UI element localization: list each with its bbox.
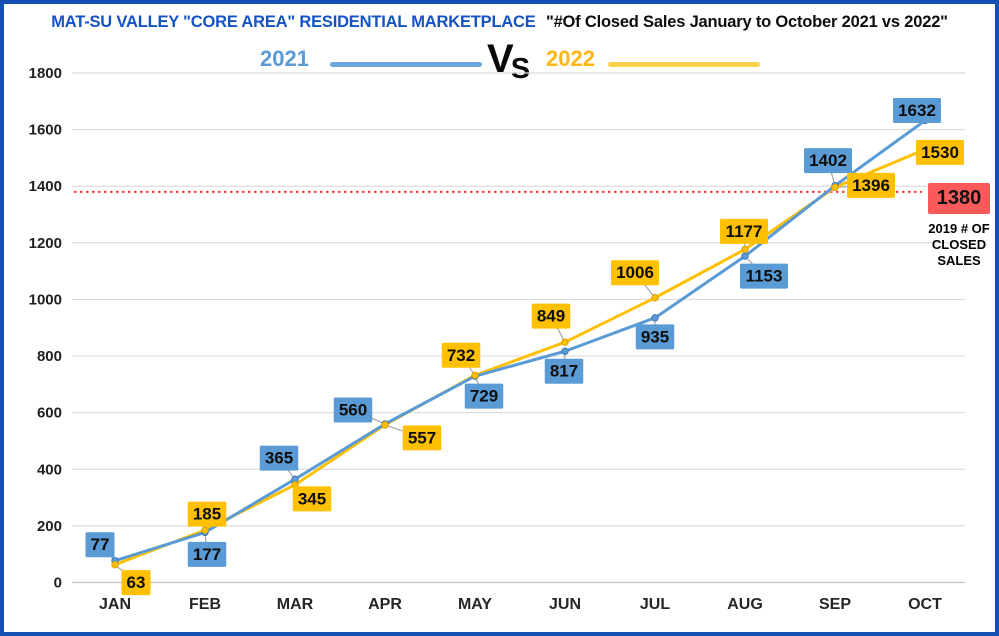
data-label-box-2022	[720, 218, 768, 244]
data-label-value: 1396	[852, 176, 890, 195]
x-tick-label: JUL	[640, 596, 670, 613]
data-label-value: 1530	[921, 143, 959, 162]
title-subtitle: "#Of Closed Sales January to October 202…	[545, 13, 948, 31]
title-marketplace: MAT-SU VALLEY "CORE AREA" RESIDENTIAL MA…	[51, 13, 536, 31]
data-label-box-2021	[804, 148, 852, 174]
data-label-value: 1006	[616, 263, 654, 282]
y-tick-label: 1600	[29, 122, 62, 139]
y-tick-label: 1000	[29, 291, 62, 308]
data-label-box-2021	[259, 445, 299, 471]
data-label-box-2022	[187, 501, 227, 527]
x-tick-label: FEB	[189, 596, 221, 613]
data-point-marker	[651, 294, 659, 302]
data-label-value: 729	[470, 387, 498, 406]
series-line-2021	[113, 119, 927, 563]
data-label-value: 560	[339, 400, 367, 419]
data-label-value: 557	[408, 428, 436, 447]
data-label-value: 63	[127, 573, 146, 592]
data-label-value: 1153	[746, 267, 783, 286]
data-label-box-2022	[292, 486, 332, 512]
data-point-marker	[561, 338, 569, 346]
data-label-box-2021	[635, 324, 675, 350]
data-label-value: 365	[265, 449, 293, 468]
data-point-marker	[741, 252, 749, 260]
reference-value-badge: 1380	[928, 183, 990, 214]
x-tick-label: JUN	[549, 596, 581, 613]
legend-label-2021: 2021	[260, 46, 309, 71]
x-tick-label: SEP	[819, 596, 851, 613]
data-label-box-2021	[544, 358, 584, 384]
x-tick-label: MAR	[277, 596, 314, 613]
legend-vs-label: VS	[487, 37, 531, 85]
data-label-box-2022	[611, 260, 659, 286]
data-label-box-2022	[121, 570, 151, 596]
data-label-value: 77	[91, 535, 110, 554]
data-label-value: 1402	[809, 151, 847, 170]
vs-letter-s: S	[510, 53, 531, 85]
reference-caption-line2: CLOSED	[931, 237, 987, 252]
y-tick-label: 1400	[29, 178, 62, 195]
data-label-value: 817	[550, 362, 578, 381]
y-tick-label: 400	[37, 461, 62, 478]
data-label-box-2021	[85, 532, 115, 558]
data-label-value: 1632	[898, 101, 936, 120]
data-point-marker	[831, 183, 839, 192]
data-label-box-2022	[916, 139, 964, 165]
data-label-value: 185	[193, 505, 221, 524]
data-label-box-2022	[402, 425, 442, 451]
x-tick-label: JAN	[99, 596, 131, 613]
reference-caption: 2019 # OF CLOSED SALES	[919, 221, 995, 269]
data-label-value: 1177	[726, 222, 763, 241]
x-tick-label: MAY	[458, 596, 492, 613]
data-point-marker	[561, 347, 569, 355]
data-label-box-2022	[847, 172, 895, 198]
data-label-box-2022	[441, 342, 481, 368]
data-point-marker	[381, 421, 389, 429]
reference-caption-line1: 2019 # OF	[928, 221, 990, 236]
y-tick-label: 1200	[29, 235, 62, 252]
data-label-box-2021	[333, 397, 373, 423]
data-label-value: 849	[537, 307, 565, 326]
y-tick-label: 1800	[29, 65, 62, 82]
x-tick-label: AUG	[727, 596, 763, 613]
legend-label-2022: 2022	[546, 46, 595, 71]
data-point-marker	[651, 314, 659, 322]
data-point-marker	[111, 560, 119, 569]
data-label-box-2022	[531, 303, 571, 329]
data-point-marker	[201, 526, 209, 534]
y-tick-label: 200	[37, 518, 62, 535]
reference-caption-line3: SALES	[937, 253, 981, 268]
data-label-box-2021	[464, 383, 504, 409]
data-label-value: 345	[298, 489, 326, 508]
data-label-box-2021	[893, 98, 941, 124]
y-tick-label: 600	[37, 405, 62, 422]
x-tick-label: APR	[368, 596, 402, 613]
x-tick-label: OCT	[908, 596, 942, 613]
data-label-value: 177	[193, 545, 221, 564]
vs-letter-v: V	[487, 37, 514, 81]
page-title: MAT-SU VALLEY "CORE AREA" RESIDENTIAL MA…	[4, 13, 995, 32]
line-chart: 0 200 400 600 800 1000 1200 1400 1600 1800 JAN FEB M…	[29, 65, 965, 613]
data-label-value: 935	[641, 327, 669, 346]
y-tick-label: 0	[54, 575, 62, 592]
legend-line-2022	[608, 62, 760, 67]
data-label-box-2021	[187, 541, 227, 567]
data-point-marker	[741, 245, 749, 254]
legend-line-2021	[330, 62, 482, 67]
y-tick-label: 800	[37, 348, 62, 365]
data-label-box-2021	[740, 263, 788, 289]
data-label-value: 732	[447, 346, 475, 365]
data-point-marker	[471, 371, 479, 380]
